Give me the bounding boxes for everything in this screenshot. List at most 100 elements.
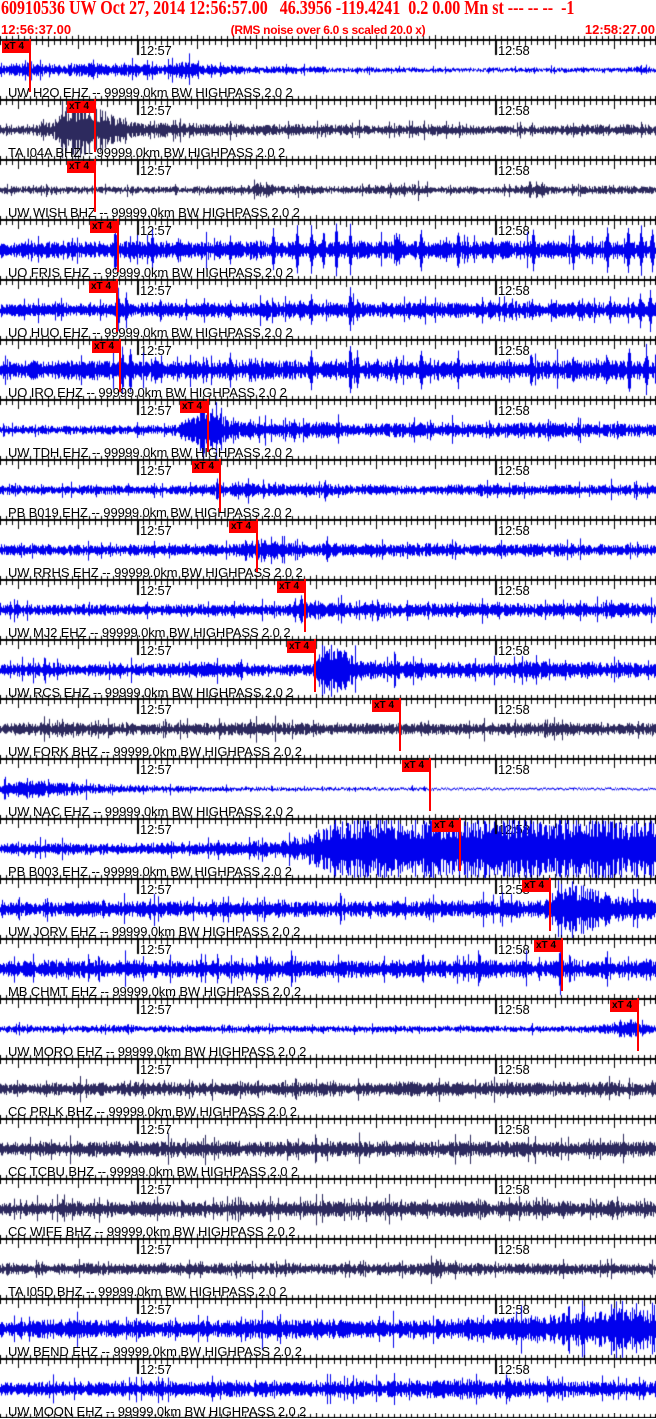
trace-panel: 12:5712:58UO HUO EHZ -- 99999.0km BW HIG… [0,272,656,340]
station-label: CC WIFE BHZ -- 99999.0km BW HIGHPASS 2.0… [8,1224,296,1240]
station-label: UW JORV EHZ -- 99999.0km BW HIGHPASS 2.0… [8,924,301,940]
pick-flag[interactable]: xT 4 [90,220,118,233]
pick-flag[interactable]: xT 4 [2,41,30,53]
station-label: UW MOON EHZ -- 99999.0km BW HIGHPASS 2.0… [8,1403,307,1419]
waveform-canvas[interactable] [0,812,656,879]
waveform-canvas[interactable] [0,152,656,219]
pick-flag[interactable]: xT 4 [277,580,305,593]
trace-panel: 12:5712:58UW MJ2 EHZ -- 99999.0km BW HIG… [0,572,656,640]
waveform-canvas[interactable] [0,1112,656,1179]
pick-time-line[interactable] [304,578,306,632]
waveform-canvas[interactable] [0,452,656,519]
waveform-canvas[interactable] [0,572,656,639]
station-label: PB B019 EHZ -- 99999.0km BW HIGHPASS 2.0… [8,504,292,520]
waveform-canvas[interactable] [0,752,656,819]
trace-panel: 12:5712:58UW JORV EHZ -- 99999.0km BW HI… [0,872,656,940]
trace-panel: 12:5712:58UW RRHS EHZ -- 99999.0km BW HI… [0,512,656,580]
trace-panel: 12:5712:58UW WISH BHZ -- 99999.0km BW HI… [0,152,656,220]
pick-flag[interactable]: xT 4 [180,400,208,413]
event-title: 60910536 UW Oct 27, 2014 12:56:57.00 46.… [1,0,575,19]
station-label: UW NAC EHZ -- 99999.0km BW HIGHPASS 2.0 … [8,804,294,820]
pick-time-line[interactable] [314,638,316,692]
station-label: UW MJ2 EHZ -- 99999.0km BW HIGHPASS 2.0 … [8,624,291,640]
pick-time-line[interactable] [116,278,118,332]
pick-flag[interactable]: xT 4 [522,880,550,893]
waveform-canvas[interactable] [0,692,656,759]
pick-flag[interactable]: xT 4 [287,640,315,653]
station-label: UO FRIS EHZ -- 99999.0km BW HIGHPASS 2.0… [8,264,294,280]
station-label: UW TDH EHZ -- 99999.0km BW HIGHPASS 2.0 … [8,444,293,460]
pick-flag[interactable]: xT 4 [67,160,95,173]
trace-panel: 12:5712:58PB B003 EHZ -- 99999.0km BW HI… [0,812,656,880]
waveform-canvas[interactable] [0,1291,656,1358]
trace-panel: 12:5712:58CC TCBU BHZ -- 99999.0km BW HI… [0,1112,656,1180]
trace-panel: 12:5712:58UW BEND EHZ -- 99999.0km BW HI… [0,1291,656,1359]
pick-time-line[interactable] [429,758,431,812]
pick-time-line[interactable] [117,218,119,272]
bottom-tick-bar [0,1413,656,1418]
pick-time-line[interactable] [94,158,96,212]
pick-flag[interactable]: xT 4 [89,280,117,293]
trace-panel: 12:5712:58UO IRO EHZ -- 99999.0km BW HIG… [0,332,656,400]
trace-panel: 12:5712:58UW TDH EHZ -- 99999.0km BW HIG… [0,392,656,460]
trace-panel: 12:5712:58UO FRIS EHZ -- 99999.0km BW HI… [0,212,656,280]
pick-time-line[interactable] [399,698,401,752]
waveform-canvas[interactable] [0,512,656,579]
pick-time-line[interactable] [459,818,461,872]
pick-flag[interactable]: xT 4 [402,760,430,773]
trace-panel: 12:5712:58TA I05D BHZ -- 99999.0km BW HI… [0,1232,656,1299]
trace-panel: 12:5712:58TA I04A BHZ -- 99999.0km BW HI… [0,92,656,160]
pick-time-line[interactable] [94,98,96,152]
station-label: CC PRLK BHZ -- 99999.0km BW HIGHPASS 2.0… [8,1104,297,1120]
waveform-canvas[interactable] [0,1172,656,1239]
trace-panel: 12:5712:58CC WIFE BHZ -- 99999.0km BW HI… [0,1172,656,1240]
pick-flag[interactable]: xT 4 [534,940,562,953]
waveform-canvas[interactable] [0,1351,656,1418]
pick-flag[interactable]: xT 4 [229,520,257,533]
trace-panel: 12:5712:58PB B019 EHZ -- 99999.0km BW HI… [0,452,656,520]
pick-time-line[interactable] [119,338,121,392]
pick-time-line[interactable] [219,458,221,512]
station-label: UW WISH BHZ -- 99999.0km BW HIGHPASS 2.0… [8,204,300,220]
trace-panel: 12:5712:58CC PRLK BHZ -- 99999.0km BW HI… [0,1052,656,1120]
station-label: UO HUO EHZ -- 99999.0km BW HIGHPASS 2.0 … [8,324,293,340]
pick-time-line[interactable] [29,39,31,92]
pick-flag[interactable]: xT 4 [192,460,220,473]
station-label: TA I05D BHZ -- 99999.0km BW HIGHPASS 2.0… [8,1284,287,1299]
station-label: PB B003 EHZ -- 99999.0km BW HIGHPASS 2.0… [8,864,292,880]
waveform-canvas[interactable] [0,1052,656,1119]
trace-panel: 12:5712:58UW FORK BHZ -- 99999.0km BW HI… [0,692,656,760]
pick-flag[interactable]: xT 4 [372,700,400,713]
waveform-canvas[interactable] [0,92,656,159]
station-label: UW FORK BHZ -- 99999.0km BW HIGHPASS 2.0… [8,744,302,760]
waveform-canvas[interactable] [0,33,656,99]
station-label: UW BEND EHZ -- 99999.0km BW HIGHPASS 2.0… [8,1343,302,1359]
trace-panel: 12:5712:58UW MORO EHZ -- 99999.0km BW HI… [0,992,656,1060]
pick-time-line[interactable] [256,518,258,572]
waveform-canvas[interactable] [0,632,656,699]
pick-flag[interactable]: xT 4 [67,100,95,113]
trace-panel: 12:5712:58UW NAC EHZ -- 99999.0km BW HIG… [0,752,656,820]
pick-flag[interactable]: xT 4 [610,1000,638,1013]
waveform-canvas[interactable] [0,992,656,1059]
trace-panel: 12:5712:58UW MOON EHZ -- 99999.0km BW HI… [0,1351,656,1419]
pick-time-line[interactable] [207,398,209,452]
station-label: UW MORO EHZ -- 99999.0km BW HIGHPASS 2.0… [8,1044,307,1060]
station-label: MB CHMT EHZ -- 99999.0km BW HIGHPASS 2.0… [8,984,301,1000]
station-label: UW RCS EHZ -- 99999.0km BW HIGHPASS 2.0 … [8,684,294,700]
pick-flag[interactable]: xT 4 [92,340,120,353]
pick-time-line[interactable] [561,938,563,992]
station-label: UW RRHS EHZ -- 99999.0km BW HIGHPASS 2.0… [8,564,303,580]
pick-time-line[interactable] [637,998,639,1052]
trace-panel: 12:5712:58MB CHMT EHZ -- 99999.0km BW HI… [0,932,656,1000]
trace-panel: 12:5712:58UW H2O EHZ -- 99999.0km BW HIG… [0,33,656,100]
pick-flag[interactable]: xT 4 [432,820,460,833]
waveform-canvas[interactable] [0,392,656,459]
station-label: UW H2O EHZ -- 99999.0km BW HIGHPASS 2.0 … [8,85,293,100]
station-label: UO IRO EHZ -- 99999.0km BW HIGHPASS 2.0 … [8,384,287,400]
pick-time-line[interactable] [549,878,551,932]
station-label: CC TCBU BHZ -- 99999.0km BW HIGHPASS 2.0… [8,1164,299,1180]
waveform-canvas[interactable] [0,1232,656,1298]
trace-panel: 12:5712:58UW RCS EHZ -- 99999.0km BW HIG… [0,632,656,700]
